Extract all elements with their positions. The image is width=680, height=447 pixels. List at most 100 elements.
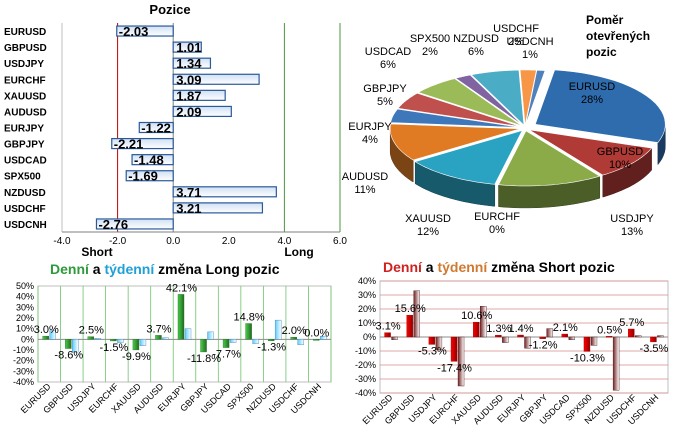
- pozice-bar: [95, 218, 174, 230]
- pie-slice-label: USDCHF: [493, 23, 539, 35]
- pozice-category-label: NZDUSD: [4, 188, 46, 199]
- short-title: Denní a týdenní změna Short pozic: [383, 259, 615, 275]
- pie-slice-value: 12%: [417, 226, 439, 238]
- long-bar-daily: [65, 339, 72, 349]
- pozice-bar: [172, 73, 260, 85]
- pie-slice-label: USDCNH: [506, 36, 553, 48]
- pozice-bar: [125, 170, 174, 182]
- short-bar-weekly: [435, 336, 443, 350]
- pie-slice-value: 0%: [489, 224, 505, 236]
- pie-slice-label: XAUUSD: [405, 213, 451, 225]
- long-data-label: 2.0%: [282, 325, 307, 337]
- pozice-category-label: USDCNH: [4, 220, 47, 231]
- short-y-tick: 10%: [358, 318, 376, 328]
- long-data-label: -1.3%: [257, 342, 286, 354]
- pie-slice-value: 5%: [377, 96, 393, 108]
- short-data-label: 1.4%: [508, 323, 533, 335]
- long-bar-weekly: [162, 337, 169, 340]
- pozice-value-label: 3.09: [176, 72, 201, 87]
- pozice-title: Pozice: [149, 2, 190, 17]
- long-bar-weekly: [252, 339, 259, 344]
- short-data-label: -17.4%: [437, 362, 472, 374]
- long-data-label: 42.1%: [166, 282, 197, 294]
- short-bar-weekly: [657, 335, 664, 338]
- long-title-part: a: [89, 261, 105, 277]
- pie-slice: [525, 69, 546, 126]
- pie-slice-label: SPX500: [410, 33, 450, 45]
- short-bar-daily: [406, 314, 413, 338]
- pie-slice: [455, 74, 523, 126]
- long-bar-daily: [87, 336, 95, 340]
- long-y-tick: 30%: [16, 302, 34, 312]
- pozice-category-label: EURJPY: [4, 124, 44, 135]
- long-y-tick: -20%: [13, 356, 34, 366]
- pie-slice-label: AUDUSD: [342, 171, 389, 183]
- pie-slice-label: USDJPY: [610, 213, 654, 225]
- pie-slice-value: 2%: [422, 46, 438, 58]
- long-data-label: 3.0%: [34, 324, 59, 336]
- pie-slice: [534, 69, 666, 143]
- long-bar-weekly: [320, 335, 327, 340]
- long-title-part: Denní: [50, 261, 90, 277]
- short-data-label: -10.3%: [570, 352, 605, 364]
- long-title-part: týdenní: [104, 261, 155, 277]
- short-bar-daily: [650, 336, 657, 343]
- pie-slice-label: GBPJPY: [363, 83, 407, 95]
- short-y-tick: -30%: [355, 374, 376, 384]
- pozice-x-tick: 4.0: [277, 236, 291, 247]
- pie-slice: [390, 108, 521, 128]
- long-y-tick: 10%: [16, 324, 34, 334]
- short-bar-weekly: [391, 336, 398, 340]
- pozice-value-label: -2.21: [114, 137, 144, 152]
- short-bar-weekly: [479, 306, 487, 338]
- short-bar-daily: [605, 336, 613, 338]
- pie-slice: [498, 130, 601, 187]
- pie-slice-value: 28%: [581, 94, 603, 106]
- pozice-x-tick: 0.0: [166, 236, 180, 247]
- short-bar-weekly: [502, 336, 509, 343]
- long-data-label: -7.7%: [212, 349, 241, 361]
- pozice-value-label: 3.71: [176, 185, 201, 200]
- pie-slice: [519, 69, 537, 126]
- long-bar-weekly: [207, 331, 214, 340]
- long-bar-weekly: [274, 319, 282, 340]
- pozice-bar: [172, 41, 202, 53]
- long-bar-daily: [200, 339, 207, 353]
- short-bar-daily: [495, 334, 502, 338]
- short-data-label: 10.6%: [461, 310, 492, 322]
- pozice-category-label: GBPUSD: [4, 43, 47, 54]
- long-bar-weekly: [72, 339, 79, 353]
- short-y-tick: 0%: [363, 332, 376, 342]
- pie-slice-value: 13%: [621, 226, 643, 238]
- short-bar-weekly: [568, 336, 576, 340]
- long-bar-daily: [290, 337, 297, 340]
- pozice-bar: [116, 25, 174, 37]
- long-bar-daily: [42, 335, 49, 340]
- pozice-category-label: GBPJPY: [4, 140, 45, 151]
- pie-slice-value: 1%: [522, 49, 538, 61]
- pie-slice-value: 2%: [508, 36, 524, 48]
- short-title-part: změna Short pozic: [487, 259, 615, 275]
- short-bar-weekly: [546, 328, 553, 338]
- short-data-label: 0.5%: [597, 324, 622, 336]
- long-bar-weekly: [117, 339, 124, 343]
- short-bar-weekly: [635, 335, 642, 338]
- long-bar-daily: [222, 339, 230, 348]
- short-data-label: 2.1%: [553, 322, 578, 334]
- pozice-bar: [172, 202, 264, 214]
- pie-slice-label: NZDUSD: [453, 33, 499, 45]
- short-title-part: týdenní: [437, 259, 488, 275]
- short-data-label: -5.3%: [418, 345, 447, 357]
- long-bar-weekly: [94, 338, 102, 340]
- short-data-label: 5.7%: [619, 317, 644, 329]
- pie-slice-label: USDCAD: [365, 46, 412, 58]
- pozice-category-label: EURCHF: [4, 75, 46, 86]
- long-title: Denní a týdenní změna Long pozic: [50, 261, 280, 277]
- long-data-label: 2.5%: [79, 325, 104, 337]
- pozice-long-label: Long: [284, 245, 313, 259]
- pie-slice-value: 6%: [380, 59, 396, 71]
- short-data-label: -3.5%: [640, 343, 669, 355]
- pie-slice-label: EURCHF: [474, 211, 520, 223]
- long-y-tick: 20%: [16, 313, 34, 323]
- long-bar-daily: [110, 339, 117, 342]
